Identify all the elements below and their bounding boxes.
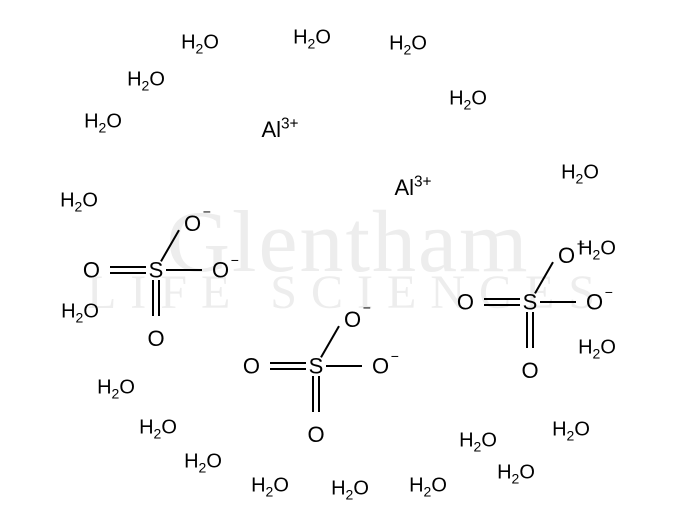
- water-molecule: H2O: [331, 478, 369, 501]
- water-molecule: H2O: [409, 475, 447, 498]
- water-H: H: [127, 69, 141, 91]
- water-O: O: [431, 475, 447, 497]
- bond-single: [321, 326, 339, 357]
- negative-charge: −: [231, 252, 239, 268]
- water-H: H: [552, 419, 566, 441]
- water-O: O: [106, 111, 122, 133]
- water-molecule: H2O: [561, 162, 599, 185]
- water-molecule: H2O: [497, 462, 535, 485]
- negative-charge: −: [363, 300, 371, 316]
- water-H: H: [459, 430, 473, 452]
- oxygen-atom: O: [212, 258, 229, 283]
- water-molecule: H2O: [84, 111, 122, 134]
- water-H: H: [293, 27, 307, 49]
- water-molecule: H2O: [97, 377, 135, 400]
- water-O: O: [519, 462, 535, 484]
- oxygen-atom: O: [344, 307, 361, 332]
- aluminium-symbol: Al: [261, 117, 281, 142]
- water-O: O: [471, 88, 487, 110]
- water-H: H: [139, 417, 153, 439]
- water-molecule: H2O: [251, 475, 289, 498]
- bond-single: [161, 230, 179, 261]
- water-molecule: H2O: [449, 88, 487, 111]
- water-molecule: H2O: [184, 451, 222, 474]
- aluminium-charge: 3+: [281, 116, 299, 133]
- water-molecule: H2O: [389, 33, 427, 56]
- oxygen-atom: O: [307, 422, 324, 447]
- water-O: O: [203, 32, 219, 54]
- water-H: H: [251, 475, 265, 497]
- water-H: H: [449, 88, 463, 110]
- water-H: H: [97, 377, 111, 399]
- water-O: O: [273, 475, 289, 497]
- water-O: O: [161, 417, 177, 439]
- negative-charge: −: [391, 348, 399, 364]
- water-O: O: [583, 162, 599, 184]
- sulfate-anion: SO−O−OO: [440, 217, 620, 387]
- water-molecule: H2O: [459, 430, 497, 453]
- oxygen-atom: O: [521, 358, 538, 383]
- oxygen-atom: O: [83, 258, 100, 283]
- water-H: H: [409, 475, 423, 497]
- sulfate-anion: SO−O−OO: [66, 185, 246, 355]
- water-O: O: [574, 419, 590, 441]
- water-O: O: [206, 451, 222, 473]
- aluminium-symbol: Al: [394, 175, 414, 200]
- aluminium-cation: Al3+: [394, 175, 431, 201]
- water-H: H: [181, 32, 195, 54]
- oxygen-atom: O: [184, 211, 201, 236]
- water-O: O: [353, 478, 369, 500]
- bond-single: [535, 262, 553, 293]
- oxygen-atom: O: [147, 326, 164, 351]
- negative-charge: −: [203, 204, 211, 220]
- water-molecule: H2O: [127, 69, 165, 92]
- water-H: H: [184, 451, 198, 473]
- water-O: O: [411, 33, 427, 55]
- water-H: H: [497, 462, 511, 484]
- water-O: O: [149, 69, 165, 91]
- water-H: H: [331, 478, 345, 500]
- water-H: H: [389, 33, 403, 55]
- water-H: H: [84, 111, 98, 133]
- oxygen-atom: O: [457, 290, 474, 315]
- water-molecule: H2O: [181, 32, 219, 55]
- negative-charge: −: [605, 284, 613, 300]
- oxygen-atom: O: [372, 354, 389, 379]
- water-O: O: [481, 430, 497, 452]
- negative-charge: −: [577, 236, 585, 252]
- sulfate-anion: SO−O−OO: [226, 281, 406, 451]
- water-molecule: H2O: [552, 419, 590, 442]
- aluminium-charge: 3+: [414, 174, 432, 191]
- water-molecule: H2O: [293, 27, 331, 50]
- chemical-structure-canvas: Glentham LIFE SCIENCES H2OH2OH2OH2OH2OH2…: [0, 0, 696, 520]
- water-O: O: [315, 27, 331, 49]
- oxygen-atom: O: [586, 290, 603, 315]
- water-molecule: H2O: [139, 417, 177, 440]
- water-H: H: [561, 162, 575, 184]
- aluminium-cation: Al3+: [261, 117, 298, 143]
- water-O: O: [119, 377, 135, 399]
- oxygen-atom: O: [558, 243, 575, 268]
- oxygen-atom: O: [243, 354, 260, 379]
